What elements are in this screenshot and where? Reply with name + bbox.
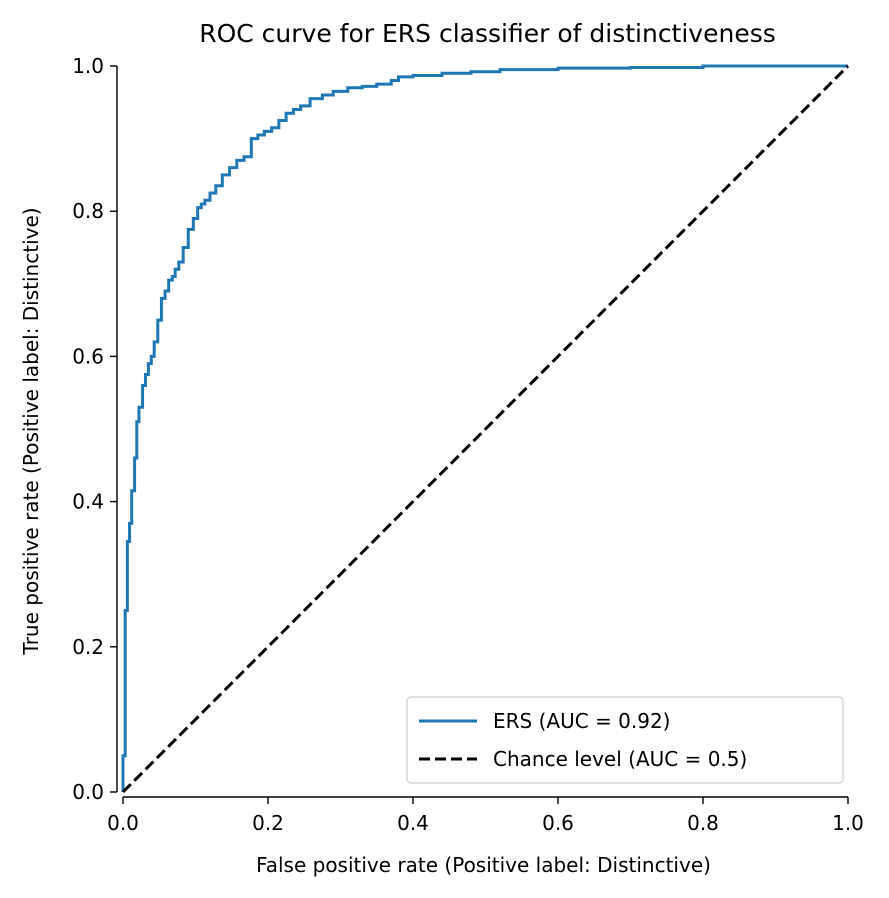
ers-roc-curve — [121, 64, 848, 792]
x-axis-label: False positive rate (Positive label: Dis… — [256, 853, 711, 877]
series-layer — [121, 64, 850, 794]
axes: 0.0 0.2 0.4 0.6 0.8 1.0 0.0 0.2 0.4 0.6 0.8 1.0 — [72, 54, 864, 835]
legend-box — [406, 696, 844, 784]
x-tick-label: 0.2 — [252, 811, 284, 835]
x-tick-label: 0.6 — [542, 811, 574, 835]
chance-level-line — [121, 64, 850, 794]
chart-title: ROC curve for ERS classifier of distinct… — [199, 19, 776, 48]
x-tick-label: 0.0 — [107, 811, 139, 835]
y-tick-label: 0.8 — [72, 199, 104, 223]
y-tick-label: 0.2 — [72, 635, 104, 659]
y-tick-label: 0.6 — [72, 344, 104, 368]
y-tick-label: 0.4 — [72, 490, 104, 514]
y-tick-label: 1.0 — [72, 54, 104, 78]
x-tick-label: 0.8 — [687, 811, 719, 835]
legend-label-chance: Chance level (AUC = 0.5) — [493, 747, 747, 771]
legend-label-ers: ERS (AUC = 0.92) — [493, 709, 670, 733]
y-tick-label: 0.0 — [72, 780, 104, 804]
y-axis-label: True positive rate (Positive label: Dist… — [19, 207, 43, 655]
x-tick-label: 1.0 — [832, 811, 864, 835]
legend: ERS (AUC = 0.92) Chance level (AUC = 0.5) — [406, 696, 844, 784]
x-tick-label: 0.4 — [397, 811, 429, 835]
